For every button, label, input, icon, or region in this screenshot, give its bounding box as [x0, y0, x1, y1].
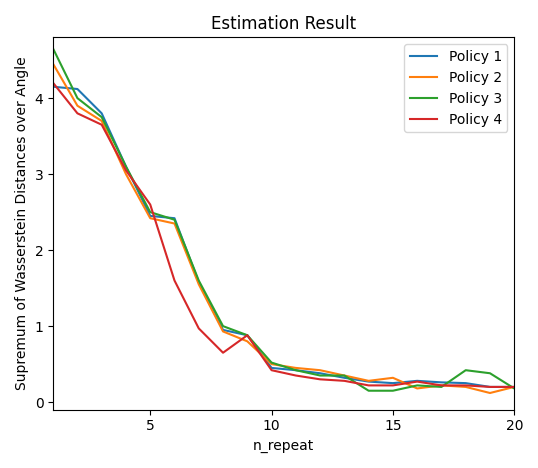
Policy 3	[463, 367, 469, 373]
Policy 1	[390, 380, 396, 386]
Policy 2	[463, 384, 469, 390]
Policy 1	[98, 110, 105, 116]
Policy 4	[414, 379, 420, 384]
Policy 1	[123, 164, 129, 169]
Policy 4	[195, 326, 202, 331]
Policy 2	[438, 383, 445, 388]
Policy 4	[293, 373, 299, 378]
Policy 3	[50, 46, 56, 51]
Title: Estimation Result: Estimation Result	[211, 15, 356, 33]
Policy 1	[414, 378, 420, 384]
Policy 4	[147, 202, 153, 207]
Policy 4	[511, 384, 518, 390]
Policy 3	[293, 367, 299, 373]
Policy 3	[365, 388, 372, 394]
Line: Policy 1: Policy 1	[53, 87, 514, 387]
Policy 3	[195, 278, 202, 283]
Legend: Policy 1, Policy 2, Policy 3, Policy 4: Policy 1, Policy 2, Policy 3, Policy 4	[404, 44, 507, 132]
Policy 3	[317, 373, 323, 378]
Policy 3	[171, 217, 178, 223]
Policy 3	[147, 209, 153, 215]
Policy 3	[74, 95, 81, 101]
Policy 2	[147, 215, 153, 221]
Policy 2	[98, 118, 105, 124]
Policy 1	[74, 86, 81, 92]
Policy 3	[511, 386, 518, 391]
Policy 2	[220, 329, 226, 334]
Policy 4	[171, 278, 178, 283]
Policy 2	[511, 384, 518, 390]
Policy 3	[98, 114, 105, 120]
Policy 2	[341, 373, 348, 378]
Policy 1	[341, 375, 348, 380]
Policy 4	[487, 384, 493, 390]
Policy 4	[50, 80, 56, 86]
Policy 2	[74, 103, 81, 109]
Policy 1	[511, 384, 518, 390]
Policy 1	[50, 84, 56, 89]
Policy 3	[268, 360, 275, 366]
Policy 2	[123, 171, 129, 177]
Policy 4	[438, 383, 445, 388]
Policy 2	[50, 61, 56, 67]
Policy 1	[487, 384, 493, 390]
Policy 2	[317, 367, 323, 373]
X-axis label: n_repeat: n_repeat	[253, 439, 314, 453]
Policy 4	[244, 332, 251, 338]
Policy 1	[268, 365, 275, 371]
Policy 2	[487, 390, 493, 396]
Policy 1	[317, 371, 323, 376]
Policy 3	[220, 323, 226, 329]
Policy 3	[438, 384, 445, 390]
Policy 3	[341, 373, 348, 378]
Policy 2	[268, 361, 275, 367]
Policy 2	[171, 221, 178, 227]
Policy 3	[390, 388, 396, 394]
Policy 4	[220, 350, 226, 356]
Policy 4	[123, 168, 129, 173]
Line: Policy 3: Policy 3	[53, 49, 514, 391]
Policy 4	[365, 383, 372, 388]
Y-axis label: Supremum of Wasserstein Distances over Angle: Supremum of Wasserstein Distances over A…	[15, 57, 29, 390]
Policy 1	[438, 380, 445, 385]
Policy 3	[123, 164, 129, 169]
Policy 2	[244, 338, 251, 344]
Policy 2	[390, 375, 396, 380]
Policy 3	[487, 371, 493, 376]
Policy 1	[147, 213, 153, 219]
Policy 2	[293, 365, 299, 371]
Policy 1	[220, 327, 226, 333]
Policy 1	[171, 215, 178, 221]
Policy 2	[195, 282, 202, 287]
Policy 4	[74, 110, 81, 116]
Policy 4	[268, 367, 275, 373]
Policy 4	[317, 377, 323, 382]
Policy 4	[341, 378, 348, 384]
Policy 1	[463, 380, 469, 386]
Line: Policy 4: Policy 4	[53, 83, 514, 387]
Policy 1	[244, 332, 251, 338]
Policy 1	[365, 379, 372, 384]
Policy 3	[414, 383, 420, 388]
Policy 2	[365, 378, 372, 384]
Policy 4	[463, 383, 469, 388]
Line: Policy 2: Policy 2	[53, 64, 514, 393]
Policy 1	[293, 367, 299, 373]
Policy 3	[244, 332, 251, 338]
Policy 2	[414, 386, 420, 391]
Policy 4	[390, 383, 396, 388]
Policy 4	[98, 122, 105, 128]
Policy 1	[195, 279, 202, 285]
